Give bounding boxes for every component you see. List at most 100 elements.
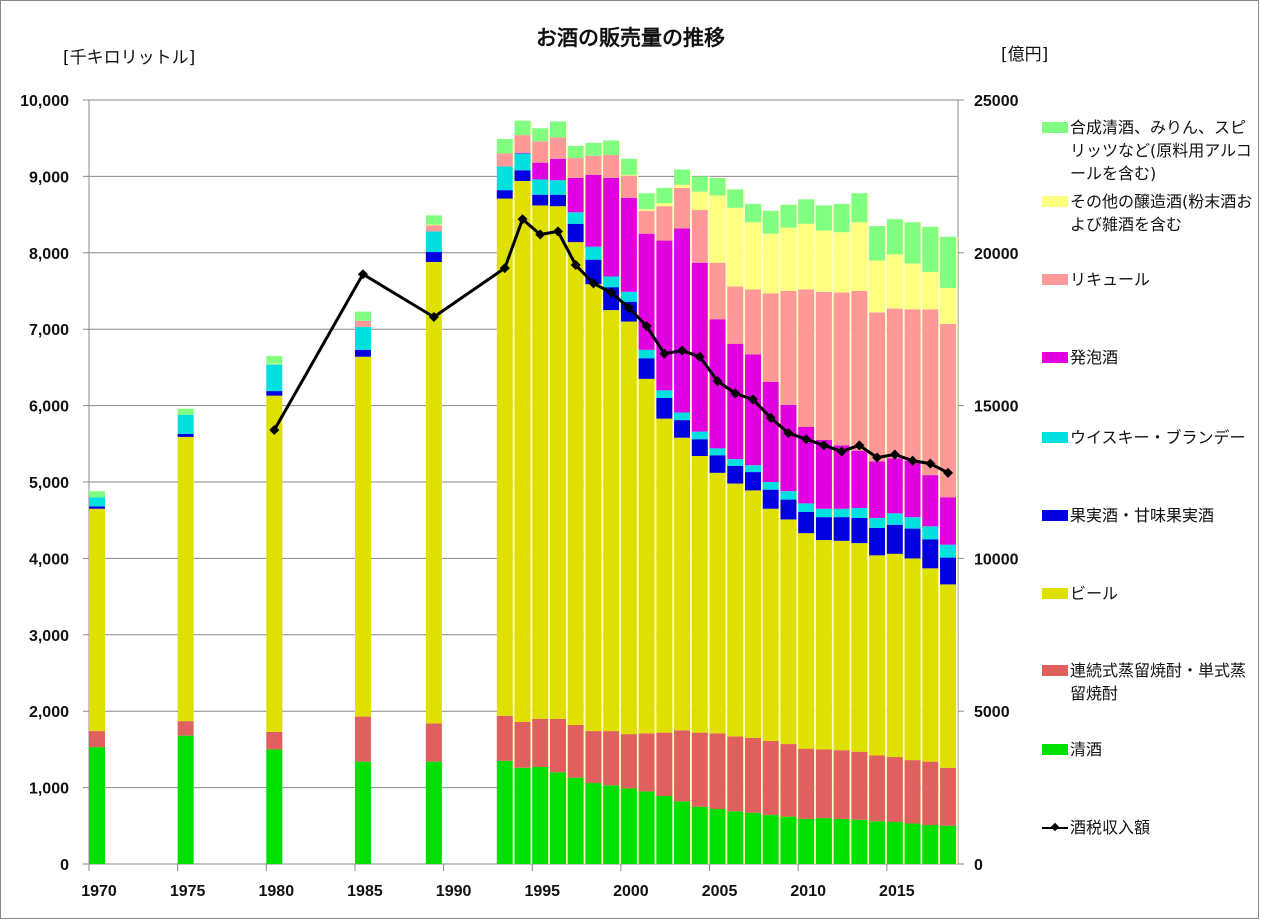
bar-segment xyxy=(567,177,584,213)
bar-segment xyxy=(886,757,903,822)
bar-segment xyxy=(266,391,283,396)
bar-segment xyxy=(940,287,957,324)
bar-segment xyxy=(851,819,868,864)
bar-segment xyxy=(620,158,637,175)
bar-segment xyxy=(354,716,371,762)
bar-segment xyxy=(727,343,744,460)
bar-segment xyxy=(674,801,691,864)
bar-segment xyxy=(496,760,513,864)
bar-segment xyxy=(567,242,584,725)
x-tick-label: 2000 xyxy=(613,883,649,900)
bar-segment xyxy=(496,166,513,191)
x-tick-label: 1980 xyxy=(259,883,295,900)
bar-segment xyxy=(904,823,921,864)
bar-segment xyxy=(922,271,939,310)
bar-segment xyxy=(762,381,779,482)
bar-segment xyxy=(727,465,744,484)
x-tick-label: 2015 xyxy=(879,883,915,900)
bar-segment xyxy=(620,197,637,292)
tax-revenue-point xyxy=(535,229,546,240)
bar-segment xyxy=(851,517,868,544)
y-left-tick-label: 6,000 xyxy=(29,399,69,416)
bar-segment xyxy=(815,439,832,509)
y-right-tick-label: 15000 xyxy=(974,399,1019,416)
bar-segment xyxy=(940,497,957,545)
legend-label: ビール xyxy=(1070,584,1119,603)
bar-segment xyxy=(727,483,744,737)
bar-segment xyxy=(940,557,957,585)
bar-segment xyxy=(532,718,549,767)
bar-segment xyxy=(549,180,566,195)
bar-segment xyxy=(922,568,939,762)
bar-segment xyxy=(514,767,531,864)
bar-segment xyxy=(620,321,637,735)
bar-segment xyxy=(904,528,921,559)
bar-segment xyxy=(815,205,832,231)
bar-segment xyxy=(603,310,620,732)
bar-segment xyxy=(549,158,566,181)
bar-segment xyxy=(691,732,708,807)
tax-revenue-point xyxy=(499,263,510,274)
bar-segment xyxy=(514,721,531,768)
bar-segment xyxy=(798,503,815,512)
bar-segment xyxy=(709,177,726,196)
legend-label: リキュール xyxy=(1070,270,1151,289)
y-left-tick-label: 7,000 xyxy=(29,322,69,339)
bar-segment xyxy=(620,175,637,198)
bar-segment xyxy=(620,788,637,864)
bar-segment xyxy=(567,223,584,243)
bar-segment xyxy=(549,718,566,773)
bar-segment xyxy=(177,721,194,736)
bar-segment xyxy=(656,203,673,207)
bar-segment xyxy=(656,796,673,864)
bar-segment xyxy=(603,140,620,156)
bar-segment xyxy=(496,715,513,761)
bar-segment xyxy=(656,418,673,733)
legend-swatch-icon xyxy=(1042,510,1068,521)
bar-segment xyxy=(745,737,762,813)
left-axis-unit-label: [千キロリットル] xyxy=(63,48,196,68)
bar-segment xyxy=(567,158,584,178)
y-left-tick-label: 0 xyxy=(60,857,69,874)
bar-segment xyxy=(585,783,602,864)
tax-revenue-point xyxy=(428,311,439,322)
bar-segment xyxy=(656,187,673,204)
bar-segment xyxy=(638,210,655,234)
bar-segment xyxy=(762,815,779,864)
bar-segment xyxy=(762,482,779,490)
legend-swatch-icon xyxy=(1042,665,1068,676)
bar-segment xyxy=(89,747,105,864)
bar-segment xyxy=(354,326,371,350)
bar-segment xyxy=(780,404,797,492)
bar-segment xyxy=(762,293,779,382)
bar-segment xyxy=(851,543,868,752)
tax-revenue-point xyxy=(836,446,847,457)
bar-segment xyxy=(89,508,105,732)
y-left-tick-label: 5,000 xyxy=(29,475,69,492)
bar-segment xyxy=(354,320,371,327)
y-left-tick-label: 2,000 xyxy=(29,704,69,721)
bar-segment xyxy=(496,153,513,167)
bar-segment xyxy=(869,555,886,756)
bar-segment xyxy=(851,450,868,508)
bar-segment xyxy=(798,289,815,427)
y-right-tick-label: 5000 xyxy=(974,704,1010,721)
bar-segment xyxy=(904,263,921,310)
tax-revenue-point xyxy=(517,214,528,225)
bar-segment xyxy=(745,222,762,290)
bar-segment xyxy=(532,141,549,163)
bar-segment xyxy=(886,553,903,758)
bar-segment xyxy=(869,527,886,556)
bar-segment xyxy=(833,203,850,233)
bar-segment xyxy=(727,736,744,812)
bar-segment xyxy=(833,232,850,293)
bar-segment xyxy=(762,508,779,741)
x-tick-label: 1975 xyxy=(170,883,206,900)
bar-segment xyxy=(425,215,442,225)
bar-segment xyxy=(904,222,921,264)
bar-segment xyxy=(940,584,957,768)
bar-segment xyxy=(691,456,708,733)
bar-segment xyxy=(532,128,549,142)
y-right-tick-label: 10000 xyxy=(974,551,1019,568)
